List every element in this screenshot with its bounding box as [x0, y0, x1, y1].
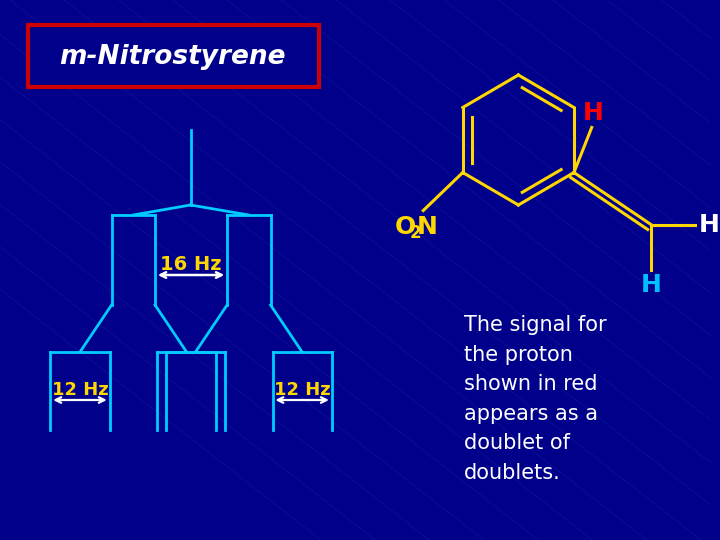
Text: H: H [699, 213, 719, 237]
Text: H: H [583, 102, 604, 125]
Text: 12 Hz: 12 Hz [274, 381, 330, 399]
FancyBboxPatch shape [27, 25, 319, 87]
Text: H: H [641, 273, 662, 298]
Text: 16 Hz: 16 Hz [161, 254, 222, 273]
Text: O: O [395, 214, 416, 239]
Text: m-Nitrostyrene: m-Nitrostyrene [60, 44, 286, 70]
Text: N: N [417, 214, 438, 239]
Text: 12 Hz: 12 Hz [52, 381, 108, 399]
Text: 2: 2 [410, 224, 421, 241]
Text: The signal for
the proton
shown in red
appears as a
doublet of
doublets.: The signal for the proton shown in red a… [464, 315, 607, 483]
